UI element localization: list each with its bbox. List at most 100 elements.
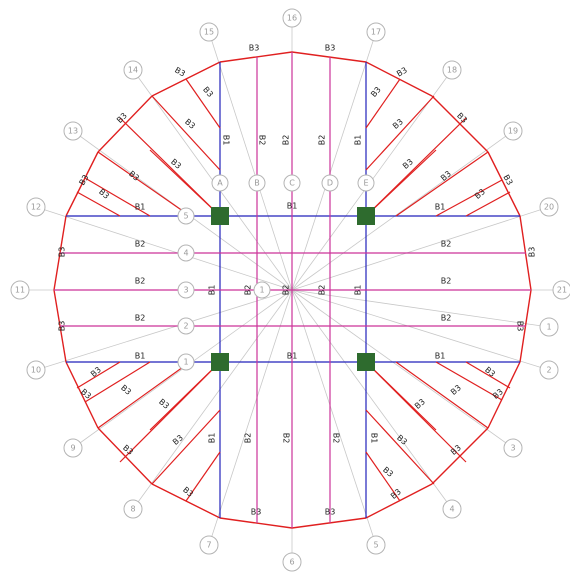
beam-label-b2: B2 (318, 285, 327, 296)
beam-label-b2: B2 (441, 240, 452, 249)
row-bubble-circle (177, 317, 195, 335)
beam-b3-20 (365, 78, 401, 129)
perimeter-beam-11 (219, 517, 293, 529)
beam-label-b2: B2 (244, 433, 253, 444)
grid-bubble-circle (503, 438, 523, 458)
row-bubble-label: 5 (183, 212, 188, 221)
beam-label-b3: B3 (171, 433, 185, 447)
column-bubble-a: A (211, 174, 229, 192)
grid-bubble-circle (442, 499, 462, 519)
beam-label-b2: B2 (135, 240, 146, 249)
beam-label-b3: B3 (325, 508, 336, 517)
beam-label-b3: B3 (77, 173, 90, 187)
grid-line-3 (291, 289, 514, 449)
beam-b3-14 (97, 151, 191, 217)
grid-bubble-15: 15 (199, 22, 219, 42)
grid-bubble-label: 2 (546, 366, 551, 375)
grid-bubble-17: 17 (366, 22, 386, 42)
grid-line-15 (208, 31, 293, 291)
perimeter-beam-14 (65, 361, 99, 429)
column-3 (211, 353, 229, 371)
grid-bubble-7: 7 (199, 535, 219, 555)
column-1 (211, 207, 229, 225)
grid-bubble-20: 20 (539, 197, 559, 217)
beam-label-b3: B3 (516, 321, 525, 332)
perimeter-beam-17 (65, 151, 99, 217)
center-bubble-circle (253, 281, 271, 299)
beam-b3-35 (395, 361, 489, 429)
row-bubble-4: 4 (177, 244, 195, 262)
grid-bubble-label: 20 (544, 203, 554, 212)
grid-bubble-circle (366, 535, 386, 555)
beam-label-b1: B1 (354, 285, 363, 296)
beam-b3-26 (151, 409, 221, 485)
beam-label-b2: B2 (318, 135, 327, 146)
column-4 (357, 353, 375, 371)
column-2 (357, 207, 375, 225)
beam-label-b3: B3 (501, 173, 514, 187)
row-bubble-1: 1 (177, 353, 195, 371)
column-bubble-label: B (254, 179, 260, 188)
beam-label-b1: B1 (287, 352, 298, 361)
beam-label-b1: B1 (354, 135, 363, 146)
beam-b3-12 (151, 95, 221, 171)
grid-bubble-circle (442, 60, 462, 80)
beam-label-b3: B3 (251, 508, 262, 517)
beam-label-b3: B3 (89, 365, 103, 379)
perimeter-beam-13 (97, 427, 153, 485)
beam-b3-23 (465, 191, 511, 217)
beam-b3-16 (76, 191, 121, 217)
grid-bubble-label: 19 (508, 127, 518, 136)
center-bubble: 1 (253, 281, 271, 299)
grid-bubble-circle (63, 121, 83, 141)
beam-label-b3: B3 (183, 117, 197, 131)
beam-b3-17 (149, 149, 221, 217)
beam-label-b2: B2 (282, 433, 291, 444)
beam-b3-27 (185, 451, 221, 502)
beam-b3-38 (365, 361, 437, 431)
grid-line-1 (291, 289, 550, 328)
beam-label-b1: B1 (435, 203, 446, 212)
grid-bubble-11: 11 (10, 280, 30, 300)
grid-bubble-circle (26, 360, 46, 380)
grid-bubble-circle (282, 8, 302, 28)
perimeter-beam-18 (97, 95, 153, 153)
beam-b3-22 (435, 179, 503, 217)
row-bubble-3: 3 (177, 281, 195, 299)
beam-b3-37 (465, 361, 511, 389)
grid-bubble-label: 9 (70, 444, 75, 453)
center-marks: 1 (253, 281, 271, 299)
grid-line-12 (35, 206, 293, 291)
column-bubble-label: C (289, 179, 295, 188)
column-bubble-e: E (357, 174, 375, 192)
grid-bubble-13: 13 (63, 121, 83, 141)
row-bubble-label: 2 (183, 322, 188, 331)
perimeter-beam-2 (365, 61, 433, 97)
beam-b3-28 (97, 361, 191, 429)
beam-label-b3: B3 (395, 433, 409, 447)
grid-line-19 (291, 130, 514, 291)
beam-label-b3: B3 (391, 117, 405, 131)
grid-bubble-label: 3 (510, 444, 515, 453)
grid-bubble-4: 4 (442, 499, 462, 519)
grid-bubble-1: 1 (539, 317, 559, 337)
beam-label-b3: B3 (249, 44, 260, 53)
beam-b3-36 (435, 361, 503, 401)
beam-label-b3: B3 (325, 44, 336, 53)
beam-b3-29 (84, 361, 151, 403)
beam-label-b3: B3 (395, 65, 409, 78)
row-bubble-2: 2 (177, 317, 195, 335)
grid-bubble-12: 12 (26, 197, 46, 217)
grid-bubble-label: 17 (371, 28, 381, 37)
grid-bubble-label: 11 (15, 286, 25, 295)
grid-bubble-circle (539, 360, 559, 380)
grid-bubble-label: 18 (447, 66, 457, 75)
grid-bubble-label: 4 (449, 505, 454, 514)
row-bubble-circle (177, 281, 195, 299)
perimeter-beam-9 (365, 483, 433, 519)
grid-bubble-circle (503, 121, 523, 141)
beam-label-b2: B2 (135, 277, 146, 286)
beam-label-b3: B3 (119, 383, 133, 397)
